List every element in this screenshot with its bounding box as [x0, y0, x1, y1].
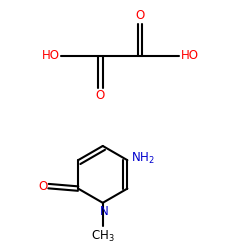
Text: NH$_2$: NH$_2$ — [131, 152, 155, 166]
Text: O: O — [38, 180, 47, 192]
Text: O: O — [135, 10, 144, 22]
Text: HO: HO — [180, 49, 198, 62]
Text: O: O — [96, 89, 105, 102]
Text: HO: HO — [42, 49, 60, 62]
Text: CH$_3$: CH$_3$ — [91, 229, 114, 244]
Text: N: N — [100, 205, 108, 218]
